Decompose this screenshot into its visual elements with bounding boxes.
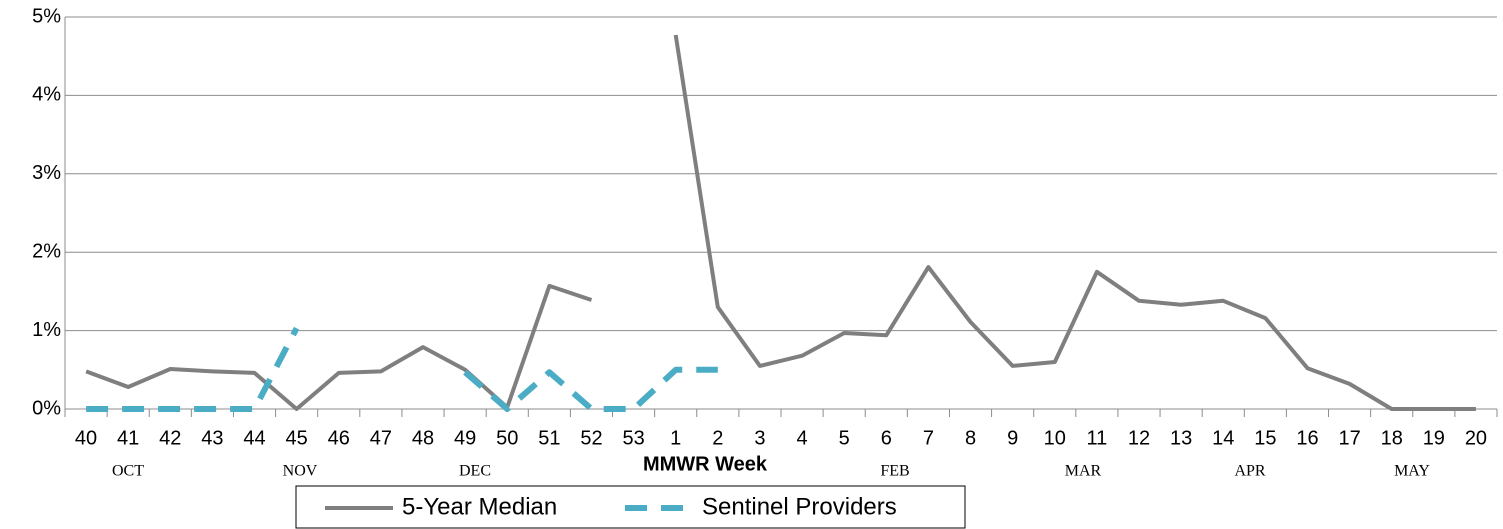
x-tick-label: 3 <box>754 427 765 449</box>
x-tick-label: 42 <box>159 427 181 449</box>
month-label: APR <box>1234 463 1265 480</box>
x-tick-label: 18 <box>1381 427 1403 449</box>
x-tick-label: 51 <box>538 427 560 449</box>
x-tick-label: 2 <box>712 427 723 449</box>
legend-label: 5-Year Median <box>402 493 557 520</box>
month-label: FEB <box>880 463 909 480</box>
month-label: MAR <box>1065 463 1102 480</box>
month-label: NOV <box>283 463 318 480</box>
x-tick-label: 10 <box>1044 427 1066 449</box>
month-label: DEC <box>459 463 491 480</box>
x-tick-label: 41 <box>117 427 139 449</box>
x-tick-label: 1 <box>670 427 681 449</box>
y-tick-label: 0% <box>32 397 61 419</box>
y-tick-label: 4% <box>32 84 61 106</box>
x-tick-label: 11 <box>1086 427 1107 449</box>
x-tick-label: 49 <box>454 427 476 449</box>
x-tick-label: 40 <box>75 427 97 449</box>
x-tick-label: 53 <box>622 427 644 449</box>
x-tick-label: 5 <box>839 427 850 449</box>
x-tick-label: 52 <box>580 427 602 449</box>
y-tick-label: 2% <box>32 240 61 262</box>
y-tick-label: 3% <box>32 162 61 184</box>
y-tick-label: 1% <box>32 319 61 341</box>
series-line <box>85 34 1476 411</box>
x-tick-label: 47 <box>370 427 392 449</box>
x-tick-label: 44 <box>243 427 265 449</box>
x-tick-label: 15 <box>1254 427 1276 449</box>
y-tick-label: 5% <box>32 5 61 27</box>
x-tick-label: 43 <box>201 427 223 449</box>
x-tick-label: 17 <box>1338 427 1360 449</box>
x-tick-label: 20 <box>1465 427 1487 449</box>
x-tick-label: 48 <box>412 427 434 449</box>
x-tick-label: 45 <box>286 427 308 449</box>
month-label: OCT <box>112 463 144 480</box>
x-tick-label: 19 <box>1423 427 1445 449</box>
legend-label: Sentinel Providers <box>702 493 897 520</box>
month-label: MAY <box>1394 463 1430 480</box>
x-tick-label: 9 <box>1007 427 1018 449</box>
x-tick-label: 6 <box>881 427 892 449</box>
x-tick-label: 13 <box>1170 427 1192 449</box>
x-tick-label: 16 <box>1296 427 1318 449</box>
x-tick-label: 8 <box>965 427 976 449</box>
x-tick-label: 46 <box>328 427 350 449</box>
series-line <box>86 326 718 412</box>
x-axis-title: MMWR Week <box>643 453 768 475</box>
x-tick-label: 14 <box>1212 427 1234 449</box>
x-tick-label: 12 <box>1128 427 1150 449</box>
x-tick-label: 4 <box>796 427 807 449</box>
x-tick-label: 50 <box>496 427 518 449</box>
x-tick-label: 7 <box>923 427 934 449</box>
